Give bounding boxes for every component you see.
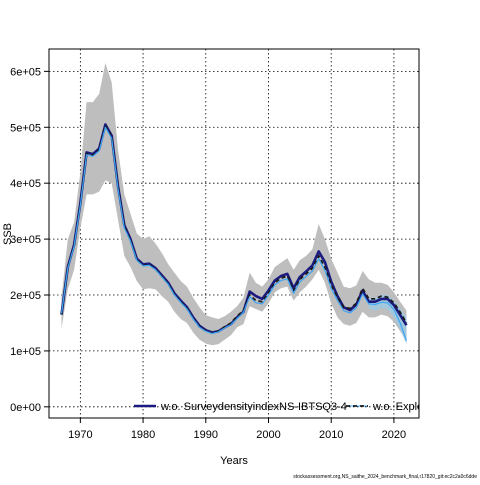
x-tick-label: 2000 [256, 429, 280, 441]
series-lines [60, 123, 408, 342]
y-axis: 0e+00 1e+05 2e+05 3e+05 4e+05 5e+05 6e+05 [10, 66, 49, 414]
x-tick-label: 2010 [319, 429, 343, 441]
y-tick-label: 0e+00 [10, 402, 41, 414]
series-line-3 [60, 126, 408, 342]
legend-label: w.o. Explo [372, 401, 423, 413]
plot-frame [48, 48, 420, 419]
x-tick-label: 1980 [131, 429, 155, 441]
y-tick-label: 4e+05 [10, 178, 41, 190]
y-tick-label: 1e+05 [10, 346, 41, 358]
y-axis-label: SSB [2, 223, 14, 245]
confidence-band [61, 63, 407, 346]
legend-items: w.o. SurveydensityindexNS-IBTSQ3-4 w.o. E… [134, 401, 423, 413]
x-tick-label: 1970 [68, 429, 92, 441]
y-tick-label: 5e+05 [10, 122, 41, 134]
footer-text: stockassessment.org,NS_saithe_2024_bench… [293, 474, 477, 480]
y-tick-label: 6e+05 [10, 66, 41, 78]
x-tick-label: 2020 [382, 429, 406, 441]
confidence-bands [61, 63, 407, 346]
y-tick-label: 2e+05 [10, 290, 41, 302]
y-tick-label: 3e+05 [10, 234, 41, 246]
x-axis-label: Years [220, 455, 248, 467]
x-tick-label: 1990 [194, 429, 218, 441]
x-axis: 1970 1980 1990 2000 2010 2020 [68, 418, 406, 441]
legend: w.o. SurveydensityindexNS-IBTSQ3-4 w.o. E… [134, 401, 423, 413]
legend-label: w.o. SurveydensityindexNS-IBTSQ3-4 [160, 401, 347, 413]
grid [49, 49, 419, 418]
